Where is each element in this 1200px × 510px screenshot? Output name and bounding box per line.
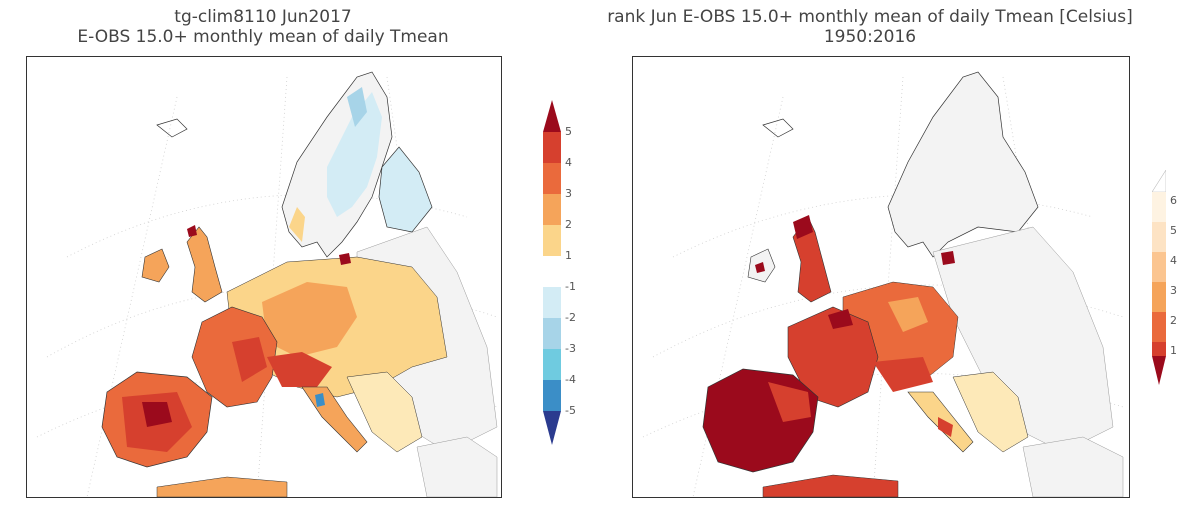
balkans [952,371,1029,453]
cbar-seg-neutral [543,256,561,287]
finland [378,146,433,233]
left-tick: -2 [565,311,576,324]
iceland [762,118,794,138]
right-tick: 1 [1170,344,1177,357]
scandinavia [887,71,1039,258]
cbar-arrow-bottom [543,411,561,445]
cbar-arrow-bottom [1152,356,1166,385]
right-rank-map [632,56,1130,498]
cbar-seg-m1-m2 [543,287,561,318]
left-tick: -4 [565,373,576,386]
italy-hot [938,417,953,437]
poland-hotspot [339,253,351,265]
north-africa [762,474,899,497]
iberia [702,368,819,473]
cbar-seg-6 [1152,192,1166,222]
cbar-seg-3 [1152,282,1166,312]
cbar-seg-m2-m3 [543,318,561,349]
iberia-east [768,382,811,422]
left-title-line2: E-OBS 15.0+ monthly mean of daily Tmean [77,27,449,47]
left-tick: 2 [565,218,572,231]
cbar-seg-m4-m5 [543,380,561,411]
uk-hotspot [187,225,197,237]
right-colorbar-svg [1151,168,1167,385]
cbar-arrow-top [543,100,561,132]
left-tick: -3 [565,342,576,355]
cbar-seg-4-5 [543,132,561,163]
cbar-seg-1 [1152,342,1166,356]
right-map-svg [642,71,1124,497]
italy-cool [315,393,325,407]
right-tick: 2 [1170,314,1177,327]
france [191,306,278,408]
cbar-seg-4 [1152,252,1166,282]
right-colorbar: 6 5 4 3 2 1 [1151,168,1196,390]
germany-orange [262,282,357,357]
scotland-hot [793,215,813,239]
great-britain [186,226,223,303]
cbar-seg-2-3 [543,194,561,225]
iberia-very-hot [142,402,172,427]
left-tick: -5 [565,404,576,417]
left-colorbar: 5 4 3 2 1 -1 -2 -3 -4 -5 [543,100,603,450]
central-europe-pale [888,297,928,332]
right-tick: 5 [1170,224,1177,237]
poland-hotspot [941,251,955,265]
cbar-seg-2 [1152,312,1166,342]
right-tick: 4 [1170,254,1177,267]
cbar-seg-3-4 [543,163,561,194]
left-title-line1: tg-clim8110 Jun2017 [174,7,352,27]
right-title-line1: rank Jun E-OBS 15.0+ monthly mean of dai… [607,7,1133,27]
france-hot [232,337,267,382]
france-coast-hot [828,309,853,329]
iceland [156,118,188,138]
left-tick: -1 [565,280,576,293]
turkey [416,436,498,497]
norway-warm [289,207,305,242]
left-tick: 4 [565,156,572,169]
cbar-seg-5 [1152,222,1166,252]
turkey [1022,436,1124,497]
left-tick: 3 [565,187,572,200]
north-africa [156,476,288,497]
scandinavia-cold2 [347,87,367,127]
cbar-arrow-top [1151,168,1167,193]
scandinavia-cold [327,92,382,217]
left-colorbar-svg [543,100,561,445]
balkans [346,371,423,453]
right-tick: 3 [1170,284,1177,297]
right-tick: 6 [1170,194,1177,207]
ireland-hot [755,262,765,273]
left-anomaly-map [26,56,502,498]
left-tick: 1 [565,249,572,262]
ireland [141,248,170,283]
right-title-line2: 1950:2016 [823,27,917,47]
alps [873,357,933,392]
left-map-svg [36,71,498,497]
left-tick: 5 [565,125,572,138]
alps [267,352,332,387]
cbar-seg-1-2 [543,225,561,256]
cbar-seg-m3-m4 [543,349,561,380]
